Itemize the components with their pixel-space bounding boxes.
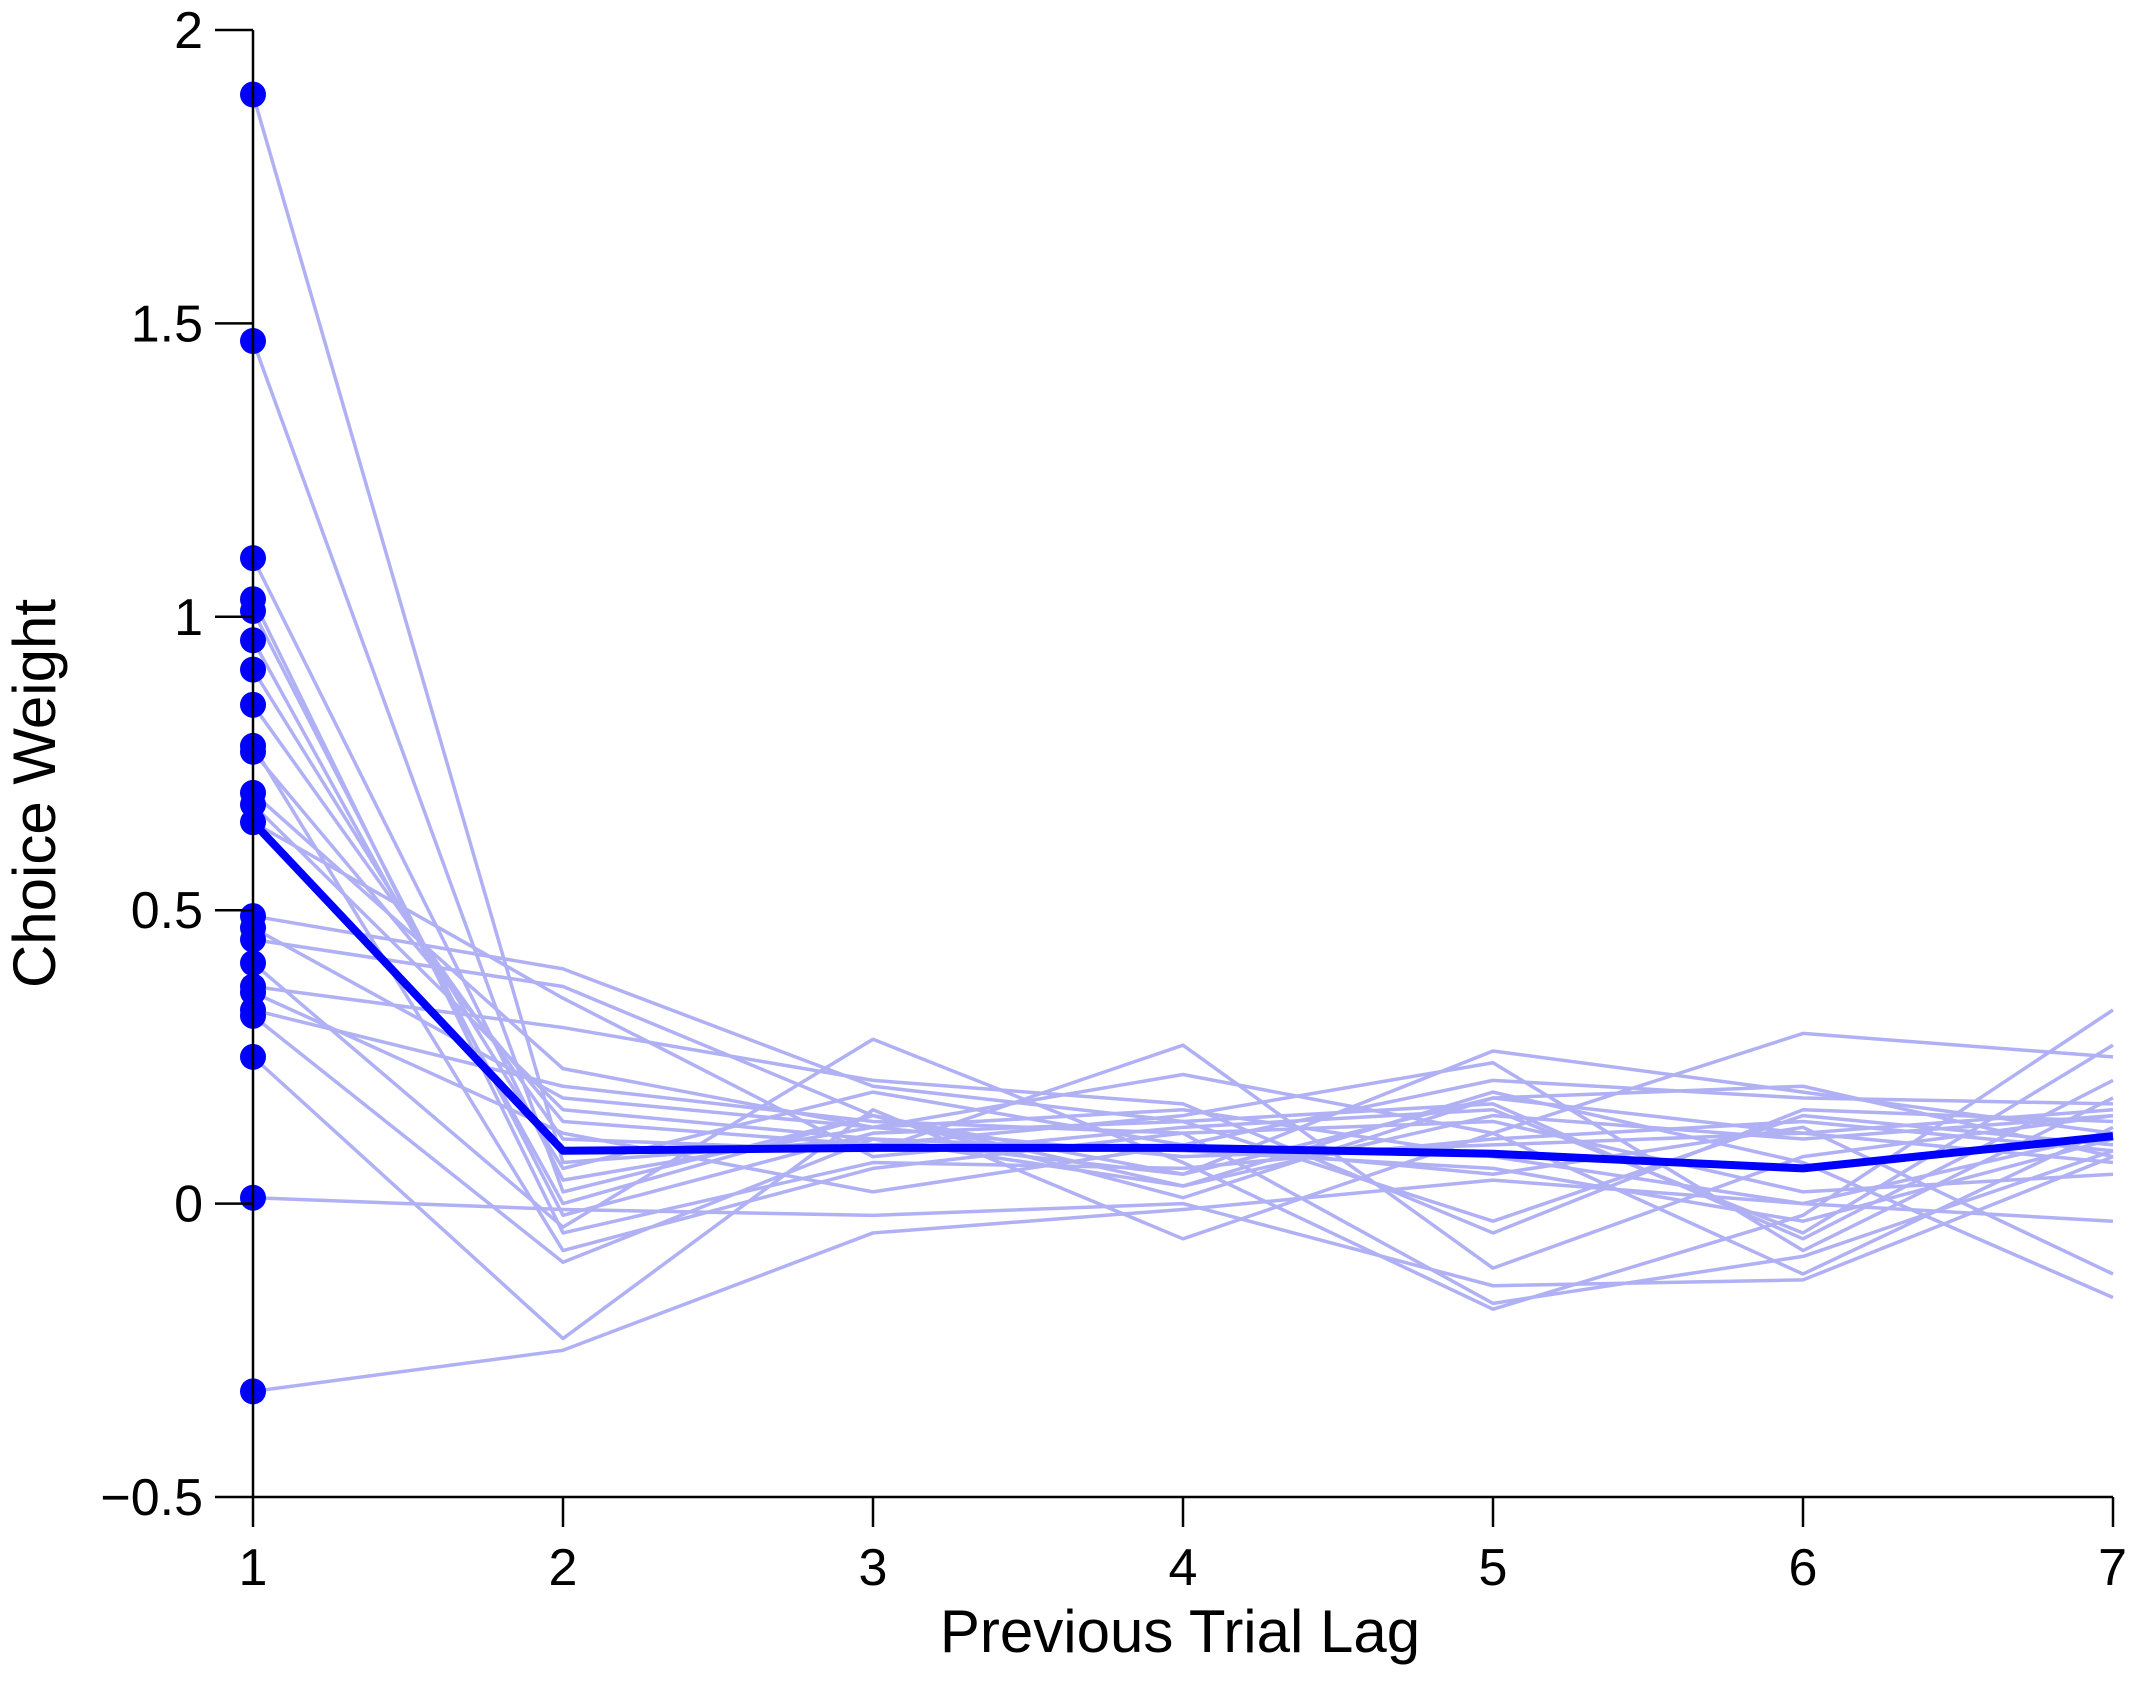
series-line-18 (252, 984, 2114, 1235)
y-axis-title: Choice Weight (1, 599, 68, 988)
x-tick-label-4: 4 (1169, 1539, 1198, 1597)
series-line-17 (251, 961, 2114, 1311)
y-tick-label-2: 0 (174, 1176, 203, 1234)
x-tick-label-2: 2 (549, 1539, 578, 1597)
series-line-21 (251, 1014, 2114, 1300)
x-axis-title: Previous Trial Lag (940, 1598, 1420, 1665)
x-tick-label-1: 1 (239, 1539, 268, 1597)
mean-series (250, 819, 2114, 1173)
series-line-10 (251, 750, 2114, 1253)
series-line-2 (251, 340, 2114, 1194)
y-tick-label-4: 1 (174, 589, 203, 647)
x-tick-label-5: 5 (1479, 1539, 1508, 1597)
x-ticks: 1 2 3 4 5 6 7 (239, 1497, 2127, 1597)
series-line-14 (252, 914, 2114, 1223)
x-tick-label-7: 7 (2098, 1539, 2127, 1597)
axes (251, 30, 2113, 1499)
y-tick-label-6: 2 (174, 2, 203, 60)
series-line-8 (251, 703, 2114, 1270)
mean-line (250, 819, 2114, 1173)
series-line-23 (252, 1155, 2114, 1288)
y-tick-label-5: 1.5 (131, 295, 203, 353)
series-line-13 (252, 820, 2114, 1235)
series-line-4 (251, 598, 2114, 1235)
series-line-20 (252, 1008, 2114, 1306)
series-line-6 (251, 639, 2114, 1206)
series-lines (251, 94, 2114, 1394)
x-tick-label-6: 6 (1789, 1539, 1818, 1597)
series-line-7 (251, 668, 2114, 1276)
y-ticks: −0.5 0 0.5 1 1.5 2 (100, 2, 253, 1527)
series-line-24 (252, 1178, 2114, 1394)
y-tick-label-1: −0.5 (100, 1469, 203, 1527)
series-line-12 (251, 803, 2114, 1177)
x-tick-label-3: 3 (859, 1539, 888, 1597)
series-line-22 (251, 1031, 2114, 1341)
y-tick-label-3: 0.5 (131, 882, 203, 940)
series-line-11 (251, 791, 2114, 1276)
series-line-1 (251, 94, 2114, 1223)
